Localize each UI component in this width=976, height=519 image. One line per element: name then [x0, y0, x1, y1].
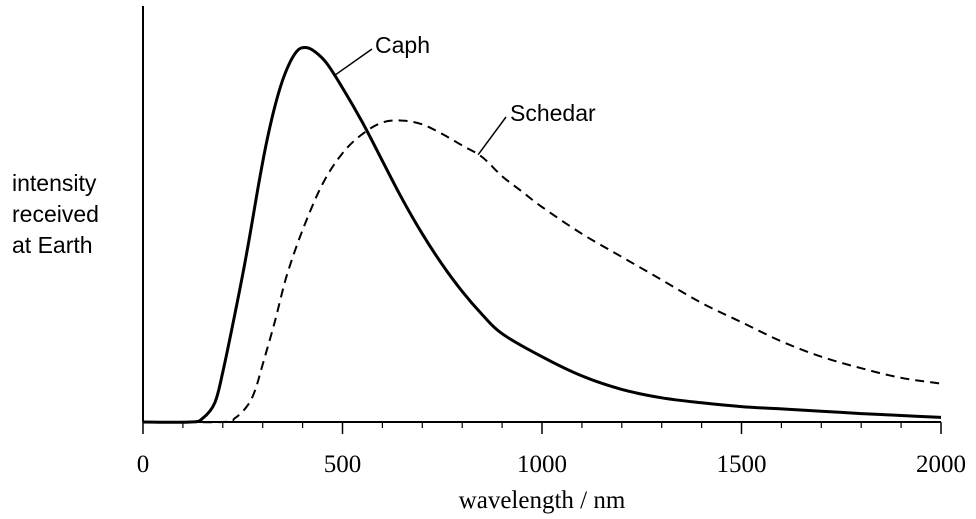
major-ticks	[142, 422, 942, 434]
y-axis-label: intensity received at Earth	[12, 168, 99, 261]
x-tick-label: 500	[324, 451, 362, 478]
y-axis-label-line-1: intensity	[12, 170, 97, 196]
y-axis-label-line-3: at Earth	[12, 232, 93, 258]
series-line-caph	[142, 45, 942, 424]
x-tick-label: 1500	[717, 451, 767, 478]
x-tick-label: 2000	[916, 451, 966, 478]
annotation-leader-caph	[334, 48, 373, 77]
x-tick-labels: 0 500 1000 1500 2000	[137, 451, 966, 478]
annotation-schedar: Schedar	[510, 100, 596, 126]
annotation-caph: Caph	[375, 32, 430, 58]
x-tick-label: 1000	[517, 451, 567, 478]
annotation-leader-schedar	[477, 116, 507, 156]
x-tick-label: 0	[137, 451, 150, 478]
y-axis-label-line-2: received	[12, 201, 99, 227]
series-line-schedar	[142, 119, 942, 424]
x-axis-label: wavelength / nm	[459, 487, 626, 514]
